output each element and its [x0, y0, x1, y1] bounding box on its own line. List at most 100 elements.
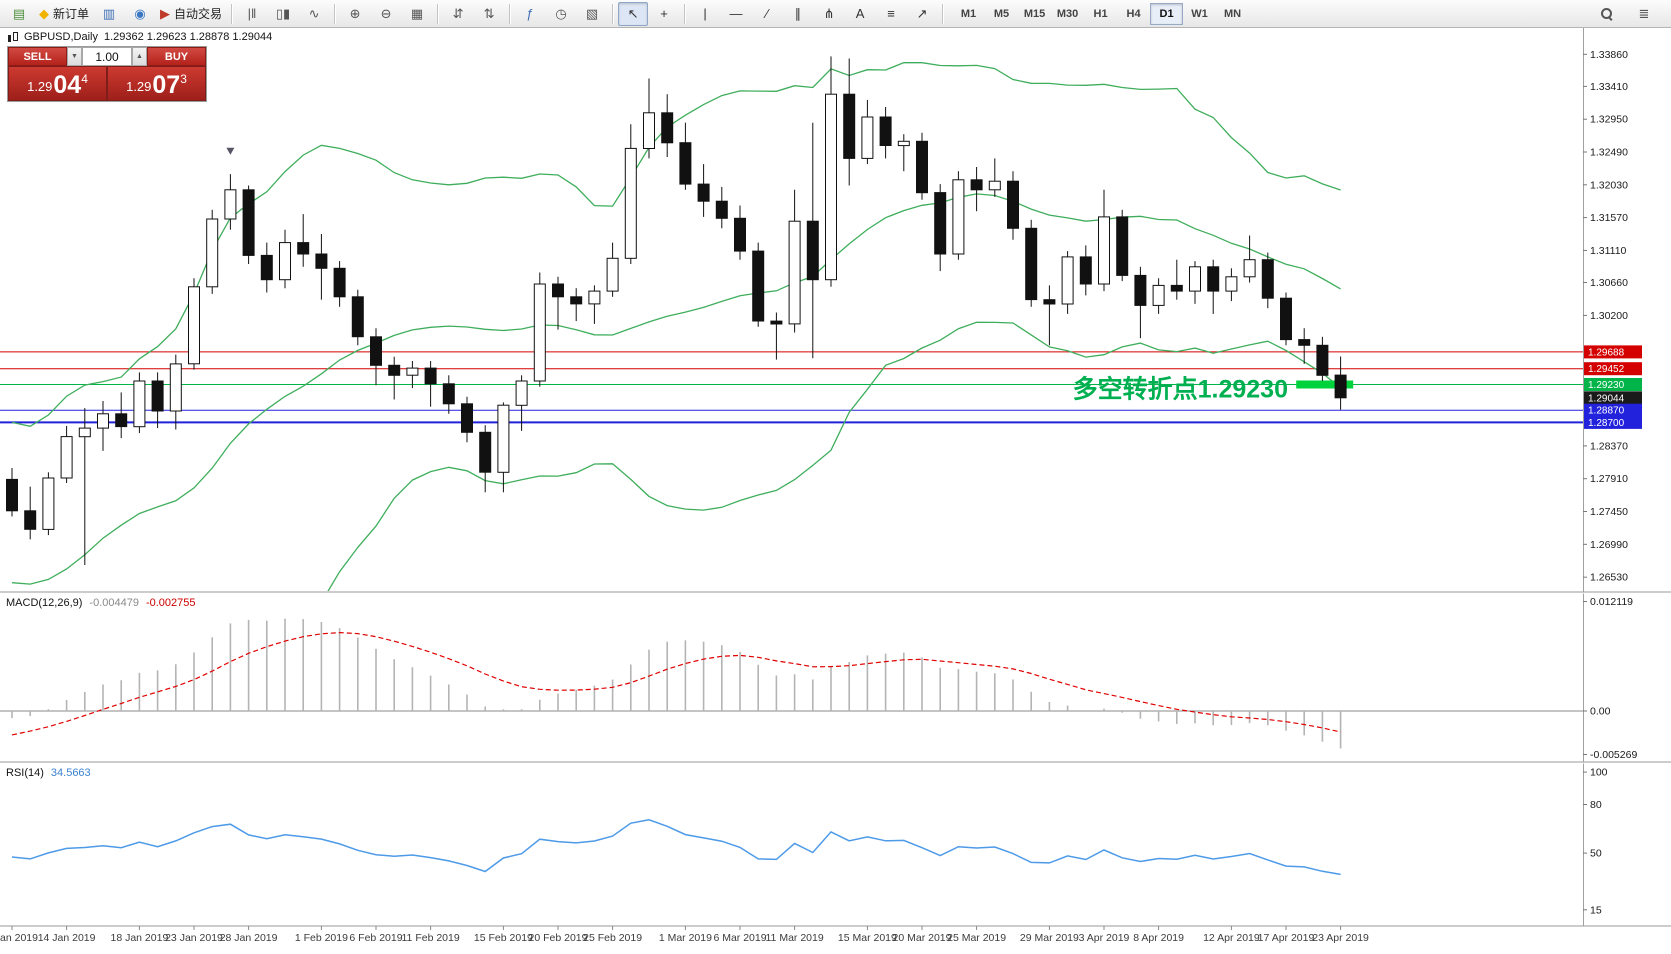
svg-text:1.32950: 1.32950 [1590, 114, 1628, 126]
tile-windows-button[interactable]: ▦ [402, 2, 432, 26]
svg-text:1.26530: 1.26530 [1590, 572, 1628, 584]
chart-area[interactable]: 多空转折点1.29230 1.33860 1.33410 1.32950 1.32490… [0, 28, 1671, 954]
new-order-button[interactable]: ◆ 新订单 [35, 2, 93, 26]
svg-text:11 Mar 2019: 11 Mar 2019 [766, 932, 824, 944]
svg-text:50: 50 [1590, 848, 1602, 860]
crosshair-button[interactable]: + [649, 2, 679, 26]
indicators-button[interactable]: ƒ [515, 2, 545, 26]
svg-text:1.28370: 1.28370 [1590, 440, 1628, 452]
chart-title: GBPUSD,Daily 1.29362 1.29623 1.28878 1.2… [7, 31, 272, 43]
toolbar-separator [509, 3, 511, 24]
zoom-in-button[interactable]: ⊕ [340, 2, 370, 26]
svg-text:23 Jan 2019: 23 Jan 2019 [165, 932, 223, 944]
indicators-icon: ƒ [526, 6, 534, 21]
vertical-line-icon: | [703, 6, 707, 21]
equidistant-channel-button[interactable]: ∥ [783, 2, 813, 26]
arrows-button[interactable]: ↗ [907, 2, 937, 26]
cursor-button[interactable]: ↖ [618, 1, 649, 26]
profile-charts-button[interactable]: ▥ [94, 2, 124, 26]
line-chart-button[interactable]: ∿ [299, 2, 329, 26]
svg-text:1.26990: 1.26990 [1590, 539, 1628, 551]
svg-text:18 Jan 2019: 18 Jan 2019 [110, 932, 168, 944]
svg-text:1 Mar 2019: 1 Mar 2019 [659, 932, 712, 944]
text-icon: A [855, 6, 865, 21]
svg-text:6 Feb 2019: 6 Feb 2019 [349, 932, 402, 944]
search-button[interactable] [1591, 2, 1621, 26]
timeframe-h4[interactable]: H4 [1126, 7, 1141, 20]
zoom-in-icon: ⊕ [349, 6, 361, 21]
rsi-scale: 100 80 50 15 [1583, 767, 1608, 916]
candles [6, 56, 1347, 565]
timeframe-d1[interactable]: D1 [1150, 2, 1184, 25]
line-chart-icon: ∿ [308, 6, 320, 21]
svg-text:1.31110: 1.31110 [1590, 245, 1627, 257]
svg-text:8 Apr 2019: 8 Apr 2019 [1133, 932, 1184, 944]
svg-text:1.29688: 1.29688 [1588, 347, 1625, 358]
templates-button[interactable]: ▧ [577, 2, 607, 26]
svg-text:25 Mar 2019: 25 Mar 2019 [947, 932, 1006, 944]
rsi-name: RSI(14) [6, 767, 44, 779]
svg-text:28 Jan 2019: 28 Jan 2019 [220, 932, 278, 944]
timeframe-m30[interactable]: M30 [1056, 7, 1079, 20]
svg-text:80: 80 [1590, 799, 1602, 811]
profile-charts-icon: ▥ [102, 6, 116, 21]
bar-chart-button[interactable]: |‖ [237, 2, 267, 26]
svg-text:9 Jan 2019: 9 Jan 2019 [0, 932, 38, 944]
text-button[interactable]: A [845, 2, 875, 26]
templates-icon: ▧ [585, 6, 599, 21]
timeframe-h1[interactable]: H1 [1093, 7, 1108, 20]
data-window-icon: ◉ [134, 6, 146, 21]
candlestick-chart-icon: ▯▮ [275, 6, 291, 21]
cascade-windows-button[interactable]: ⇵ [443, 2, 473, 26]
label-button[interactable]: ≡ [876, 2, 906, 26]
buy-price-display[interactable]: 1.29 07 3 [107, 66, 206, 101]
new-chart-button[interactable]: ▤ [4, 2, 34, 26]
price-scale[interactable]: 1.33860 1.33410 1.32950 1.32490 1.32030 1.315… [1583, 28, 1642, 926]
svg-text:100: 100 [1590, 767, 1608, 779]
data-window-button[interactable]: ◉ [125, 2, 155, 26]
volume-increase-button[interactable]: ▲ [132, 47, 147, 66]
svg-text:1.28700: 1.28700 [1588, 418, 1625, 429]
horizontal-line-button[interactable]: — [721, 2, 751, 26]
svg-text:1.33860: 1.33860 [1590, 49, 1628, 61]
volume-input[interactable] [82, 47, 132, 66]
vertical-line-button[interactable]: | [690, 2, 720, 26]
arrows-icon: ↗ [916, 6, 928, 21]
timeframe-mn[interactable]: MN [1223, 7, 1242, 20]
arrow-down-icon [226, 147, 235, 155]
timeframe-m1[interactable]: M1 [960, 7, 977, 20]
svg-text:1.30660: 1.30660 [1590, 277, 1628, 289]
tile-vertically-button[interactable]: ⇅ [474, 2, 504, 26]
autotrading-button[interactable]: ▶ 自动交易 [156, 2, 226, 26]
volume-decrease-button[interactable]: ▼ [67, 47, 82, 66]
timeframe-w1[interactable]: W1 [1191, 7, 1208, 20]
svg-text:15 Feb 2019: 15 Feb 2019 [474, 932, 533, 944]
timeframe-m15[interactable]: M15 [1023, 7, 1046, 20]
new-chart-icon: ▤ [12, 6, 26, 21]
svg-text:0.012119: 0.012119 [1590, 596, 1633, 608]
sell-button[interactable]: SELL [8, 47, 67, 66]
fibonacci-icon: ⋔ [823, 6, 835, 21]
svg-text:3 Apr 2019: 3 Apr 2019 [1079, 932, 1130, 944]
svg-text:1 Feb 2019: 1 Feb 2019 [295, 932, 348, 944]
period-button[interactable]: ◷ [546, 2, 576, 26]
search-icon [1600, 7, 1613, 20]
timeframe-m5[interactable]: M5 [993, 7, 1010, 20]
trendline-button[interactable]: ∕ [752, 2, 782, 26]
zoom-out-icon: ⊖ [380, 6, 392, 21]
candlestick-chart-button[interactable]: ▯▮ [268, 2, 298, 26]
autotrading-button-label: 自动交易 [174, 7, 223, 21]
buy-button[interactable]: BUY [147, 47, 206, 66]
zoom-out-button[interactable]: ⊖ [371, 2, 401, 26]
sell-price-display[interactable]: 1.29 04 4 [8, 66, 107, 101]
macd-scale: 0.012119 0.00 -0.005269 [1583, 596, 1637, 761]
svg-text:1.29452: 1.29452 [1588, 364, 1625, 375]
svg-text:-0.005269: -0.005269 [1590, 749, 1637, 761]
chart-canvas[interactable]: 多空转折点1.29230 1.33860 1.33410 1.32950 1.32490… [0, 28, 1671, 954]
toolbar-separator [437, 3, 439, 24]
fibonacci-button[interactable]: ⋔ [814, 2, 844, 26]
svg-text:1.29044: 1.29044 [1588, 393, 1625, 404]
quick-menu-button[interactable]: ≣ [1629, 2, 1659, 26]
